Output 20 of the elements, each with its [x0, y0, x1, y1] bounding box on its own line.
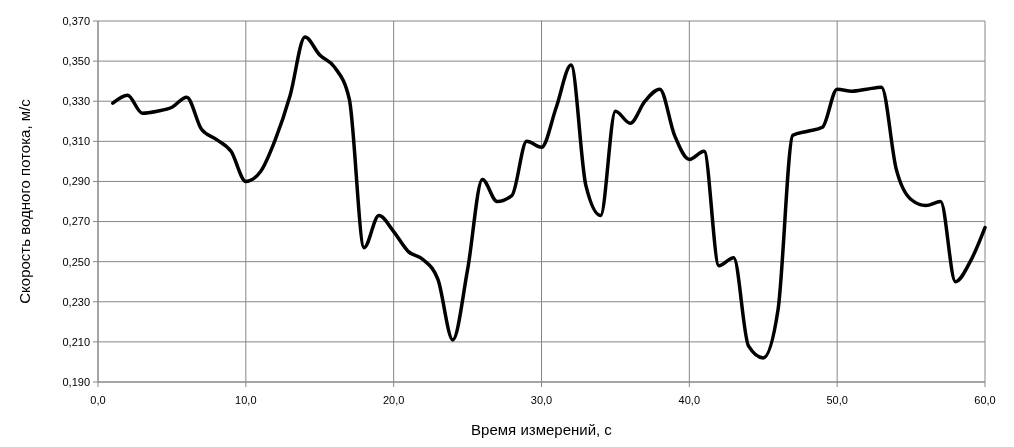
y-tick-label: 0,190: [62, 375, 90, 388]
x-tick-label: 20,0: [382, 394, 405, 406]
x-tick-label: 60,0: [974, 394, 996, 406]
y-tick-label: 0,210: [62, 335, 90, 348]
y-tick-label: 0,270: [62, 215, 90, 228]
x-tick-label: 10,0: [235, 394, 257, 406]
x-tick-label: 50,0: [826, 394, 848, 406]
y-tick-label: 0,350: [62, 54, 90, 67]
y-tick-label: 0,370: [62, 14, 90, 27]
y-axis-title: Скорость водного потока, м/с: [16, 98, 33, 304]
y-tick-label: 0,310: [62, 135, 90, 148]
y-tick-label: 0,250: [62, 255, 90, 268]
line-series: [111, 35, 987, 360]
x-tick-label: 40,0: [678, 394, 701, 406]
x-axis-title: Время измерений, с: [471, 421, 613, 438]
y-tick-label: 0,290: [62, 175, 90, 188]
x-tick-label: 0,0: [90, 394, 106, 406]
x-tick-label: 30,0: [530, 394, 553, 406]
y-tick-label: 0,330: [62, 95, 90, 108]
y-tick-label: 0,230: [62, 295, 90, 308]
